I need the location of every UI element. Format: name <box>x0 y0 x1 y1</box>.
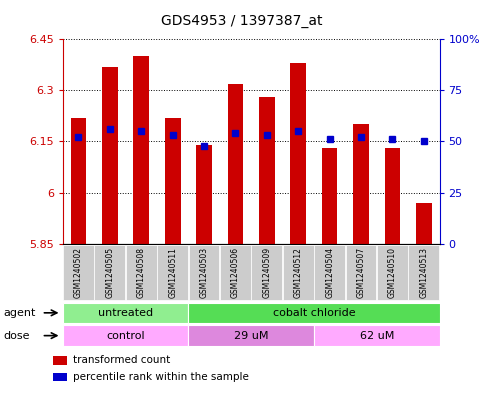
Bar <box>63 303 188 323</box>
Text: untreated: untreated <box>98 308 153 318</box>
Bar <box>95 245 125 299</box>
Bar <box>188 325 314 346</box>
Text: dose: dose <box>4 331 30 341</box>
Text: control: control <box>106 331 145 341</box>
Bar <box>377 245 408 299</box>
Text: GSM1240509: GSM1240509 <box>262 246 271 298</box>
Bar <box>346 245 376 299</box>
Text: GSM1240511: GSM1240511 <box>168 247 177 298</box>
Bar <box>71 118 86 244</box>
Text: GSM1240503: GSM1240503 <box>199 246 209 298</box>
Bar <box>53 356 68 365</box>
Text: 62 uM: 62 uM <box>359 331 394 341</box>
Bar <box>409 245 439 299</box>
Text: 29 uM: 29 uM <box>234 331 269 341</box>
Bar <box>63 245 94 299</box>
Text: transformed count: transformed count <box>73 355 170 365</box>
Text: GSM1240508: GSM1240508 <box>137 247 146 298</box>
Bar <box>314 245 345 299</box>
Bar <box>133 56 149 244</box>
Bar <box>126 245 156 299</box>
Bar <box>353 125 369 244</box>
Text: GSM1240504: GSM1240504 <box>325 246 334 298</box>
Bar <box>252 245 282 299</box>
Text: GDS4953 / 1397387_at: GDS4953 / 1397387_at <box>161 14 322 28</box>
Text: GSM1240513: GSM1240513 <box>419 247 428 298</box>
Text: GSM1240502: GSM1240502 <box>74 247 83 298</box>
Bar <box>283 245 313 299</box>
Text: GSM1240510: GSM1240510 <box>388 247 397 298</box>
Text: GSM1240507: GSM1240507 <box>356 246 366 298</box>
Text: GSM1240505: GSM1240505 <box>105 246 114 298</box>
Bar <box>290 63 306 244</box>
Bar <box>189 245 219 299</box>
Text: GSM1240506: GSM1240506 <box>231 246 240 298</box>
Text: GSM1240512: GSM1240512 <box>294 247 303 298</box>
Text: cobalt chloride: cobalt chloride <box>272 308 355 318</box>
Bar <box>157 245 188 299</box>
Bar <box>322 148 338 244</box>
Bar <box>63 325 188 346</box>
Bar <box>384 148 400 244</box>
Bar <box>165 118 181 244</box>
Text: percentile rank within the sample: percentile rank within the sample <box>73 372 249 382</box>
Bar <box>102 66 118 244</box>
Bar <box>314 325 440 346</box>
Bar <box>196 145 212 244</box>
Text: agent: agent <box>4 308 36 318</box>
Bar <box>53 373 68 381</box>
Bar <box>227 84 243 244</box>
Bar <box>259 97 275 244</box>
Bar <box>220 245 251 299</box>
Bar <box>416 203 432 244</box>
Bar <box>188 303 440 323</box>
